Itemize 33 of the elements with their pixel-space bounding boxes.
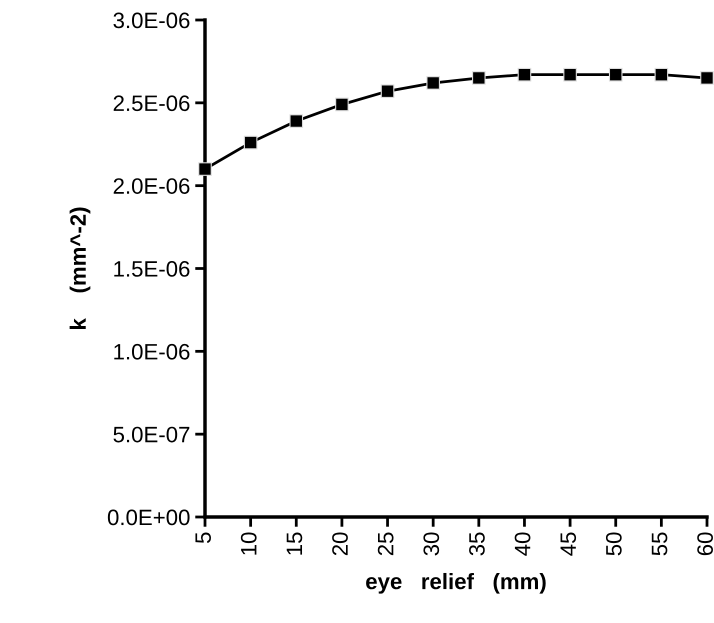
point	[426, 76, 440, 90]
y-tick-label: 1.0E-06	[114, 344, 190, 360]
y-tick-label: 2.5E-06	[114, 95, 190, 112]
x-tick-label: 10	[240, 532, 257, 555]
point	[654, 68, 668, 82]
y-tick-label: 0.0E+00	[108, 510, 190, 526]
y-tick-label: 3.0E-06	[113, 12, 190, 28]
x-tick-label: 30	[423, 532, 440, 556]
point	[198, 162, 212, 176]
x-tick-label: 40	[514, 532, 530, 556]
point	[563, 68, 577, 82]
x-axis-title: eye relief (mm)	[366, 572, 546, 594]
x-tick-label: 5	[195, 532, 211, 544]
x-tick-label: 45	[560, 532, 576, 556]
point	[472, 71, 486, 85]
x-tick-label: 60	[697, 532, 713, 556]
point	[700, 71, 714, 85]
y-tick-label: 2.0E-06	[114, 178, 190, 194]
point	[335, 98, 349, 112]
point	[608, 68, 623, 82]
y-tick-label: 1.5E-06	[114, 261, 190, 277]
x-tick-label: 50	[606, 532, 622, 556]
point	[380, 84, 394, 98]
y-axis-title: k (mm^-2)	[70, 208, 90, 329]
x-tick-label: 15	[286, 532, 302, 555]
point	[289, 114, 304, 128]
y-tick-label: 5.0E-07	[113, 426, 190, 442]
x-tick-label: 55	[652, 532, 668, 556]
point	[518, 68, 532, 82]
point	[244, 136, 258, 150]
x-tick-label: 25	[378, 532, 394, 556]
x-tick-label: 20	[332, 532, 348, 556]
x-tick-label: 35	[469, 532, 485, 556]
